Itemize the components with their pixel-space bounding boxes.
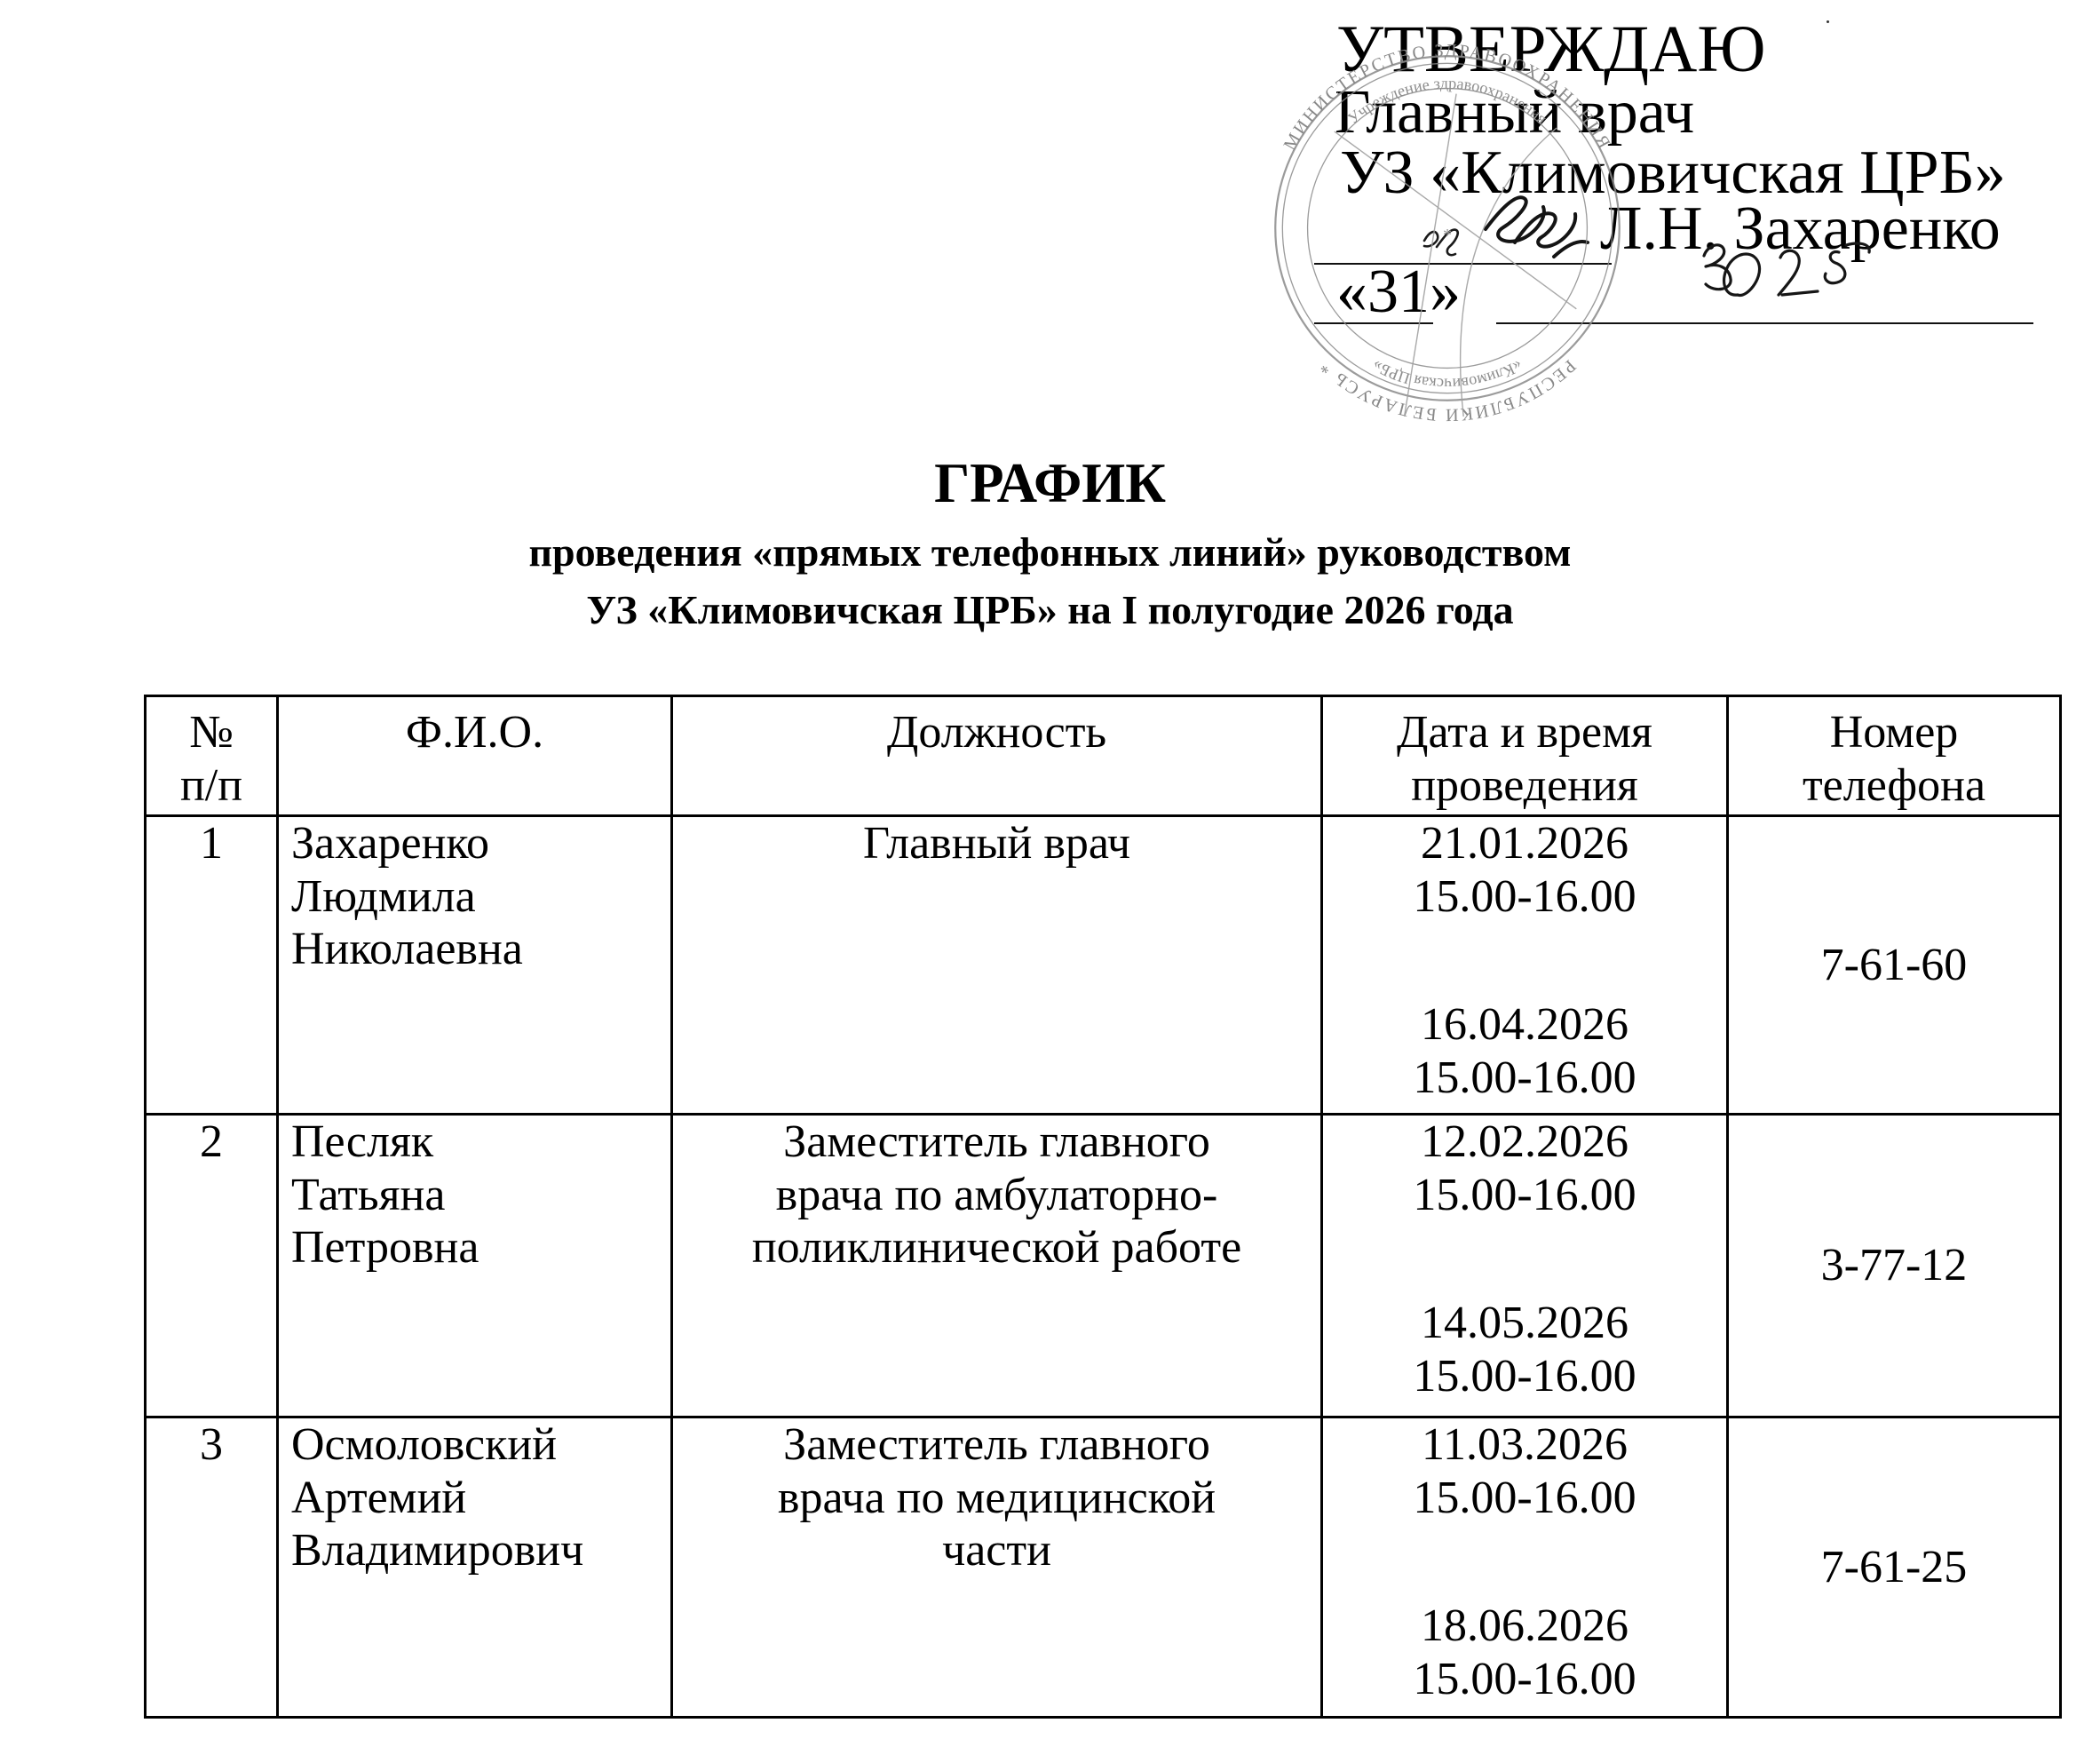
svg-text:Учреждение здравоохранения: Учреждение здравоохранения: [1344, 75, 1551, 128]
svg-text:«Климовичская ЦРБ»: «Климовичская ЦРБ»: [1369, 356, 1525, 393]
svg-text:МИНИСТЕРСТВО ЗДРАВООХРАНЕНИЯ: МИНИСТЕРСТВО ЗДРАВООХРАНЕНИЯ: [1280, 41, 1615, 154]
svg-text:*: *: [1443, 226, 1452, 245]
